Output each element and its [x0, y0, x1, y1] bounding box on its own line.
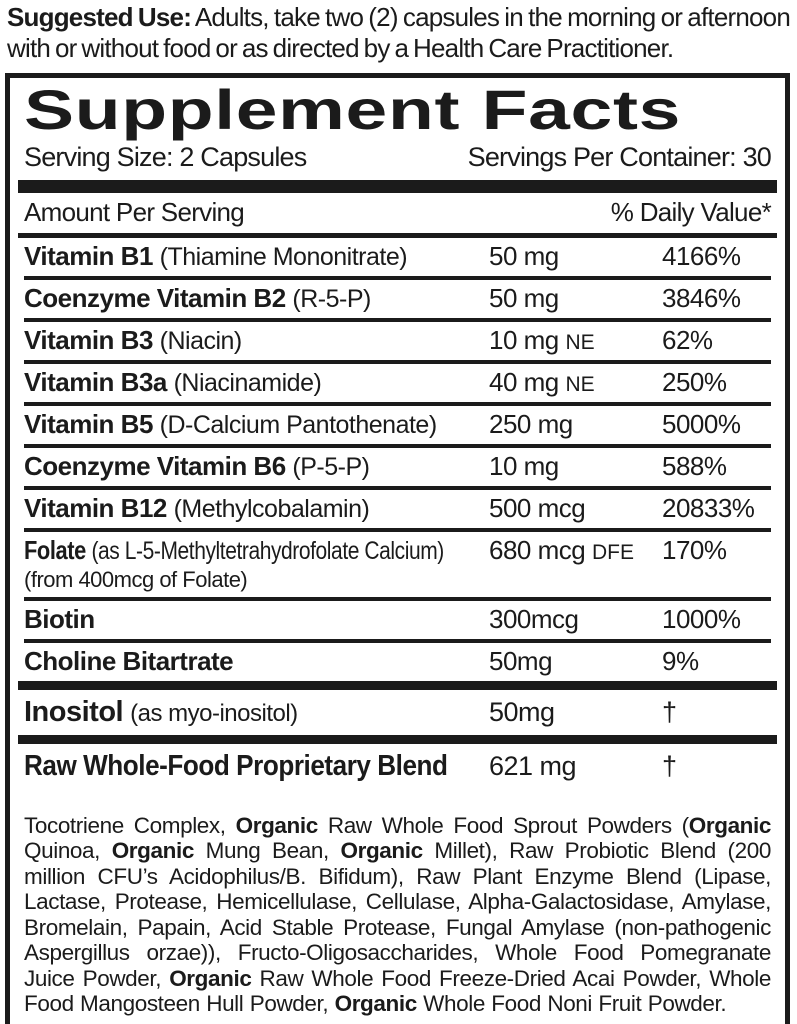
suggested-use-text: Adults, take two (2) capsules in the mor… — [7, 2, 791, 63]
nutrient-daily-value: 62% — [662, 325, 713, 355]
nutrient-daily-value: 5000% — [662, 409, 741, 439]
nutrient-row: Vitamin B1 (Thiamine Mononitrate) 50 mg 41… — [24, 238, 771, 276]
nutrient-daily-value: † — [662, 751, 677, 781]
nutrient-amount: 300mcg — [489, 604, 579, 634]
nutrient-name: Coenzyme Vitamin B2 (R-5-P) — [24, 283, 371, 313]
servings-per-container: Servings Per Container: 30 — [467, 142, 772, 172]
nutrient-amount: 250 mg — [489, 409, 573, 439]
nutrient-name: Coenzyme Vitamin B6 (P-5-P) — [24, 451, 370, 481]
nutrient-name: Vitamin B12 (Methylcobalamin) — [24, 493, 370, 523]
nutrient-name: Folate (as L-5-Methyltetrahydrofolate Ca… — [24, 535, 489, 593]
nutrient-amount: 50 mg — [489, 241, 559, 271]
nutrient-daily-value: 250% — [662, 367, 727, 397]
separator-bar — [18, 681, 777, 690]
nutrient-row-blend: Raw Whole-Food Proprietary Blend 621 mg … — [24, 744, 771, 789]
nutrient-name: Vitamin B3a (Niacinamide) — [24, 367, 322, 397]
column-header-row: Amount Per Serving % Daily Value* — [24, 193, 772, 233]
serving-size: Serving Size: 2 Capsules — [24, 142, 307, 172]
nutrient-amount: 500 mcg — [489, 493, 586, 523]
suggested-use: Suggested Use: Adults, take two (2) caps… — [7, 2, 791, 64]
nutrient-row: Vitamin B3a (Niacinamide) 40 mg NE 250% — [24, 360, 771, 402]
nutrient-daily-value: 3846% — [662, 283, 741, 313]
nutrient-row: Biotin 300mcg 1000% — [24, 597, 771, 639]
nutrient-amount: 40 mg NE — [489, 367, 595, 397]
nutrient-amount: 50 mg — [489, 283, 559, 313]
amount-per-serving-header: Amount Per Serving — [24, 197, 245, 227]
nutrient-amount: 621 mg — [489, 751, 577, 781]
nutrient-daily-value: 20833% — [662, 493, 755, 523]
nutrient-row: Vitamin B3 (Niacin) 10 mg NE 62% — [24, 318, 771, 360]
nutrient-daily-value: † — [662, 697, 677, 727]
nutrient-amount: 50mg — [489, 646, 553, 676]
separator-bar — [18, 735, 777, 744]
serving-row: Serving Size: 2 Capsules Servings Per Co… — [24, 142, 772, 173]
nutrient-daily-value: 170% — [662, 535, 727, 565]
nutrient-table: Vitamin B1 (Thiamine Mononitrate) 50 mg 41… — [24, 238, 771, 681]
supplement-facts-panel: Supplement Facts Serving Size: 2 Capsule… — [5, 73, 790, 1024]
nutrient-amount: 680 mcg DFE — [489, 535, 634, 565]
nutrient-name: Inositol (as myo-inositol) — [24, 696, 298, 728]
nutrient-name: Vitamin B3 (Niacin) — [24, 325, 242, 355]
nutrient-daily-value: 4166% — [662, 241, 741, 271]
nutrient-name: Vitamin B1 (Thiamine Mononitrate) — [24, 241, 408, 271]
nutrient-amount: 10 mg — [489, 451, 559, 481]
nutrient-row-inositol: Inositol (as myo-inositol) 50mg † — [24, 690, 771, 735]
nutrient-daily-value: 588% — [662, 451, 727, 481]
daily-value-header: % Daily Value* — [610, 197, 772, 227]
nutrient-daily-value: 9% — [662, 646, 699, 676]
nutrient-name: Biotin — [24, 604, 95, 634]
nutrient-row: Folate (as L-5-Methyltetrahydrofolate Ca… — [24, 528, 771, 597]
nutrient-subnote: (from 400mcg of Folate) — [24, 567, 248, 592]
nutrient-name: Vitamin B5 (D-Calcium Pantothenate) — [24, 409, 437, 439]
blend-ingredients-text: Tocotriene Complex, Organic Raw Whole Fo… — [24, 812, 771, 1017]
nutrient-name: Raw Whole-Food Proprietary Blend — [24, 750, 448, 782]
separator-bar — [18, 180, 777, 193]
nutrient-amount: 10 mg NE — [489, 325, 595, 355]
nutrient-row: Coenzyme Vitamin B6 (P-5-P) 10 mg 588% — [24, 444, 771, 486]
panel-title: Supplement Facts — [24, 78, 682, 141]
nutrient-row: Coenzyme Vitamin B2 (R-5-P) 50 mg 3846% — [24, 276, 771, 318]
nutrient-name: Choline Bitartrate — [24, 646, 234, 676]
nutrient-daily-value: 1000% — [662, 604, 741, 634]
separator-bar — [18, 233, 777, 238]
nutrient-row: Vitamin B12 (Methylcobalamin) 500 mcg 2083… — [24, 486, 771, 528]
nutrient-row: Vitamin B5 (D-Calcium Pantothenate) 250 m… — [24, 402, 771, 444]
suggested-use-label: Suggested Use: — [7, 2, 192, 32]
panel-title-row: Supplement Facts — [24, 78, 771, 141]
nutrient-amount: 50mg — [489, 697, 555, 727]
nutrient-row: Choline Bitartrate 50mg 9% — [24, 639, 771, 681]
